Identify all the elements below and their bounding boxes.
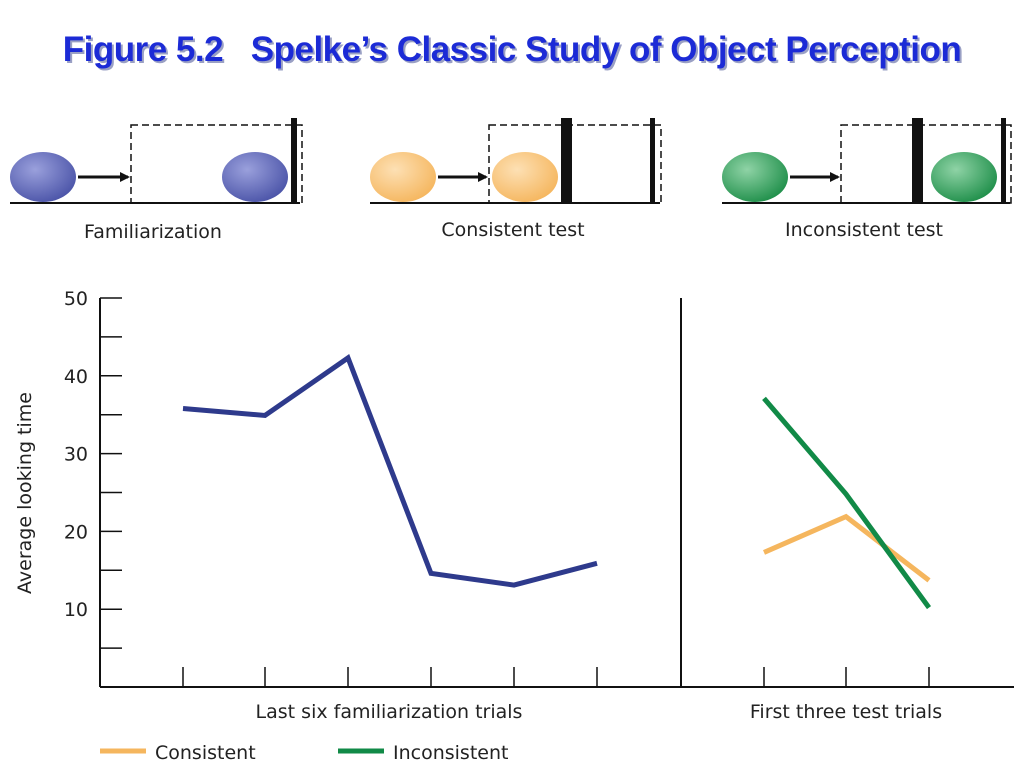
scene-label-inconsistent: Inconsistent test [785, 219, 943, 241]
ball-start [10, 152, 76, 202]
ball-end [492, 152, 558, 202]
x-axis-title-familiarization: Last six familiarization trials [256, 701, 523, 723]
ball-end [222, 152, 288, 202]
x-ticks [182, 667, 930, 687]
occluder-outline [130, 124, 303, 204]
inconsistent-test-scene: Inconsistent test [722, 118, 1012, 241]
ball-start [722, 152, 788, 202]
familiarization-line [182, 354, 598, 588]
slide-title: Figure 5.2 Spelke’s Classic Study of Obj… [62, 30, 962, 69]
y-tick-label: 10 [64, 599, 88, 621]
wall-bar [291, 118, 297, 204]
x-axis-title-test: First three test trials [750, 701, 942, 723]
y-tick-label: 40 [64, 366, 88, 388]
y-ticks: 10 20 30 40 50 [64, 288, 122, 649]
y-tick-label: 30 [64, 444, 88, 466]
occluder-outline [840, 124, 1012, 204]
looking-time-chart: 10 20 30 40 50 Average looking time Last six… [14, 288, 1014, 723]
y-tick-label: 50 [64, 288, 88, 310]
familiarization-scene: Familiarization [10, 118, 303, 243]
consistent-line [762, 513, 931, 583]
wall-bar [912, 118, 923, 204]
scene-label-familiarization: Familiarization [84, 221, 222, 243]
series-lines [182, 354, 932, 610]
scene-label-consistent: Consistent test [441, 219, 584, 241]
y-tick-label: 20 [64, 521, 88, 543]
wall-bar-right [1001, 118, 1006, 204]
consistent-test-scene: Consistent test [370, 118, 662, 241]
y-axis-title: Average looking time [14, 392, 36, 594]
ball-start [370, 152, 436, 202]
legend-label-inconsistent: Inconsistent [393, 742, 508, 764]
inconsistent-line [762, 396, 932, 610]
legend-label-consistent: Consistent [155, 742, 256, 764]
wall-bar [561, 118, 572, 204]
wall-bar-right [650, 118, 655, 204]
occluder-outline [488, 124, 662, 204]
legend: Consistent Inconsistent [100, 742, 508, 764]
ball-end [931, 152, 997, 202]
